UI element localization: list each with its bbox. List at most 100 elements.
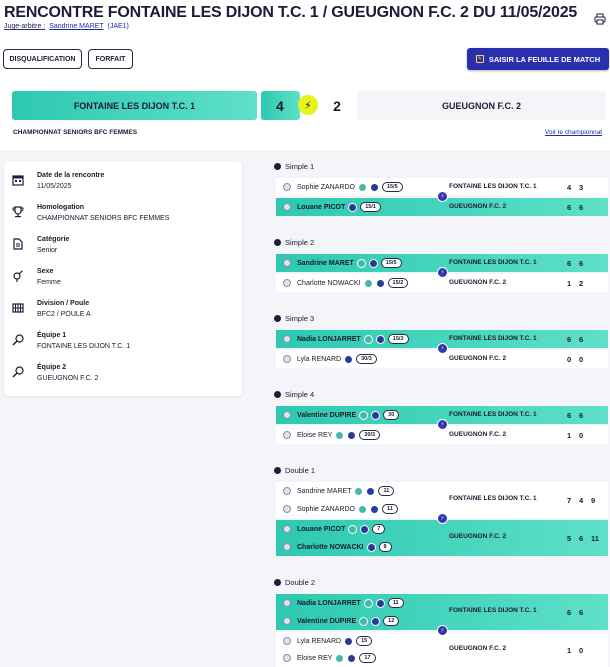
gender-icon	[13, 270, 23, 282]
player-badge-icon	[366, 542, 376, 552]
disqualification-button[interactable]: DISQUALIFICATION	[3, 49, 82, 69]
set-score: 2	[579, 279, 584, 288]
match-title: Double 2	[274, 578, 315, 587]
player-rank-badge: 15/5	[380, 258, 402, 268]
player-name[interactable]: Sandrine MARET	[297, 487, 352, 495]
player-name[interactable]: Eloise REY	[297, 654, 333, 662]
player-rank-badge: 30/3	[356, 354, 377, 364]
grid-icon	[12, 303, 24, 313]
player-entry[interactable]: Sandrine MARET 11	[297, 486, 395, 496]
match-lightning-icon: ⚡	[437, 419, 448, 430]
player-badge-icon	[371, 616, 381, 626]
player-name[interactable]: Louane PICOT	[297, 203, 346, 211]
saisir-feuille-button[interactable]: ✎ SAISIR LA FEUILLE DE MATCH	[467, 48, 609, 70]
club-badge-icon	[354, 486, 364, 496]
racket-icon	[12, 366, 24, 378]
club-badge-icon	[335, 653, 345, 663]
club-badge-icon	[363, 334, 373, 344]
player-name[interactable]: Nadia LONJARRET	[297, 335, 361, 343]
match-away-row: Lyla RENARD 30/3 GUEUGNON F.C. 2 0 0	[276, 350, 608, 368]
player-rank-badge: 15/1	[360, 202, 381, 212]
info-value: FONTAINE LES DIJON T.C. 1	[37, 343, 131, 350]
player-name[interactable]: Sophie ZANARDO	[297, 505, 355, 513]
player-avatar-icon	[283, 505, 291, 513]
juge-arbitre-code: (JAE1)	[107, 23, 129, 30]
set-score: 4	[579, 496, 584, 505]
juge-arbitre-label: Juge-arbitre :	[4, 23, 46, 30]
player-name[interactable]: Sophie ZANARDO	[297, 183, 355, 191]
player-rank-badge: 7	[372, 524, 386, 534]
player-name[interactable]: Charlotte NOWACKI	[297, 543, 364, 551]
info-value: BFC2 / POULE A	[37, 311, 91, 318]
info-label: Date de la rencontre	[37, 172, 105, 179]
player-entry[interactable]: Charlotte NOWACKI 15/2	[297, 278, 409, 288]
player-name[interactable]: Sandrine MARET	[297, 259, 354, 267]
player-avatar-icon	[283, 335, 291, 343]
player-entry[interactable]: Valentine DUPIRE 12	[297, 616, 400, 626]
set-score: 0	[579, 355, 584, 364]
home-team-name: FONTAINE LES DIJON T.C. 1	[12, 91, 257, 120]
match-simple-3[interactable]: Simple 3 Nadia LONJARRET 15/3 FONTAINE LE…	[274, 314, 608, 374]
club-badge-icon	[359, 410, 369, 420]
player-name[interactable]: Charlotte NOWACKI	[297, 279, 361, 287]
player-entry[interactable]: Lyla RENARD 30/3	[297, 354, 377, 364]
match-simple-1[interactable]: Simple 1 Sophie ZANARDO 15/5 FONTAINE LES…	[274, 162, 608, 222]
player-entry[interactable]: Nadia LONJARRET 11	[297, 598, 404, 608]
player-name[interactable]: Nadia LONJARRET	[297, 599, 361, 607]
player-entry[interactable]: Sophie ZANARDO 11	[297, 504, 398, 514]
player-entry[interactable]: Eloise REY 17	[297, 653, 376, 663]
player-entry[interactable]: Sandrine MARET 15/5	[297, 258, 402, 268]
player-entry[interactable]: Nadia LONJARRET 15/3	[297, 334, 409, 344]
club-badge-icon	[335, 430, 345, 440]
player-entry[interactable]: Valentine DUPIRE 30	[297, 410, 400, 420]
trophy-icon	[12, 206, 24, 218]
player-name[interactable]: Valentine DUPIRE	[297, 411, 357, 419]
forfait-button[interactable]: FORFAIT	[88, 49, 133, 69]
document-icon	[13, 238, 23, 250]
juge-arbitre-name-link[interactable]: Sandrine MARET	[49, 23, 104, 30]
match-simple-2[interactable]: Simple 2 Sandrine MARET 15/5 FONTAINE LES…	[274, 238, 608, 298]
info-value: Femme	[37, 279, 61, 286]
player-entry[interactable]: Sophie ZANARDO 15/5	[297, 182, 403, 192]
info-value: Senior	[37, 247, 58, 254]
saisir-feuille-label: SAISIR LA FEUILLE DE MATCH	[488, 54, 601, 64]
set-score: 6	[567, 335, 572, 344]
player-avatar-icon	[283, 525, 291, 533]
player-entry[interactable]: Lyla RENARD 15	[297, 636, 373, 646]
player-entry[interactable]: Louane PICOT 7	[297, 524, 386, 534]
club-badge-icon	[359, 616, 369, 626]
tennis-ball-icon	[274, 315, 281, 322]
info-label: Homologation	[37, 204, 85, 211]
match-double-2[interactable]: Double 2 Nadia LONJARRET 11 Valentine DUP…	[274, 578, 608, 667]
team-name: GUEUGNON F.C. 2	[449, 645, 507, 652]
match-simple-4[interactable]: Simple 4 Valentine DUPIRE 30 FONTAINE LES…	[274, 390, 608, 450]
player-entry[interactable]: Louane PICOT 15/1	[297, 202, 381, 212]
player-avatar-icon	[283, 203, 291, 211]
club-badge-icon	[357, 182, 367, 192]
match-lightning-icon: ⚡	[437, 343, 448, 354]
player-rank-badge: 11	[387, 598, 404, 608]
match-double-1[interactable]: Double 1 Sandrine MARET 11 Sophie ZANARDO…	[274, 466, 608, 562]
player-rank-badge: 12	[383, 616, 400, 626]
set-score: 6	[567, 411, 572, 420]
player-badge-icon	[344, 636, 354, 646]
player-name[interactable]: Valentine DUPIRE	[297, 617, 357, 625]
set-score: 5	[567, 534, 572, 543]
print-icon[interactable]	[594, 13, 606, 25]
player-name[interactable]: Lyla RENARD	[297, 355, 342, 363]
player-entry[interactable]: Eloise REY 30/3	[297, 430, 381, 440]
player-name[interactable]: Louane PICOT	[297, 525, 346, 533]
team-name: GUEUGNON F.C. 2	[449, 431, 507, 438]
match-title: Simple 4	[274, 390, 314, 399]
voir-championnat-link[interactable]: Voir le championnat	[544, 129, 602, 136]
player-rank-badge: 11	[378, 486, 395, 496]
player-badge-icon	[375, 278, 385, 288]
player-name[interactable]: Eloise REY	[297, 431, 333, 439]
match-info-card: Date de la rencontre 11/05/2025 Homologa…	[4, 162, 242, 396]
player-name[interactable]: Lyla RENARD	[297, 637, 342, 645]
player-entry[interactable]: Charlotte NOWACKI 8	[297, 542, 392, 552]
match-home-row: Nadia LONJARRET 11 Valentine DUPIRE 12 FON…	[276, 594, 608, 630]
player-rank-badge: 8	[378, 542, 392, 552]
player-rank-badge: 17	[359, 653, 376, 663]
player-badge-icon	[369, 182, 379, 192]
